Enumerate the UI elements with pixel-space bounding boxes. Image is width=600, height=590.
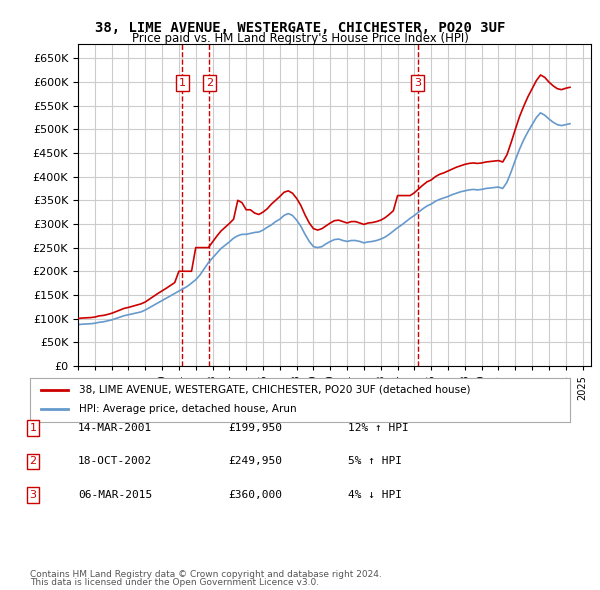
Text: 14-MAR-2001: 14-MAR-2001 — [78, 423, 152, 432]
Text: Contains HM Land Registry data © Crown copyright and database right 2024.: Contains HM Land Registry data © Crown c… — [30, 571, 382, 579]
Text: 18-OCT-2002: 18-OCT-2002 — [78, 457, 152, 466]
Text: 38, LIME AVENUE, WESTERGATE, CHICHESTER, PO20 3UF: 38, LIME AVENUE, WESTERGATE, CHICHESTER,… — [95, 21, 505, 35]
Text: 1: 1 — [179, 78, 186, 88]
Text: £199,950: £199,950 — [228, 423, 282, 432]
Text: 06-MAR-2015: 06-MAR-2015 — [78, 490, 152, 500]
Text: 2: 2 — [206, 78, 213, 88]
Text: 12% ↑ HPI: 12% ↑ HPI — [348, 423, 409, 432]
Text: This data is licensed under the Open Government Licence v3.0.: This data is licensed under the Open Gov… — [30, 578, 319, 587]
Text: 4% ↓ HPI: 4% ↓ HPI — [348, 490, 402, 500]
Text: 2: 2 — [29, 457, 37, 466]
Text: HPI: Average price, detached house, Arun: HPI: Average price, detached house, Arun — [79, 405, 296, 414]
Text: 3: 3 — [29, 490, 37, 500]
Text: 38, LIME AVENUE, WESTERGATE, CHICHESTER, PO20 3UF (detached house): 38, LIME AVENUE, WESTERGATE, CHICHESTER,… — [79, 385, 470, 395]
Text: Price paid vs. HM Land Registry's House Price Index (HPI): Price paid vs. HM Land Registry's House … — [131, 32, 469, 45]
Text: 3: 3 — [414, 78, 421, 88]
Text: £249,950: £249,950 — [228, 457, 282, 466]
Text: 5% ↑ HPI: 5% ↑ HPI — [348, 457, 402, 466]
Text: 1: 1 — [29, 423, 37, 432]
Text: £360,000: £360,000 — [228, 490, 282, 500]
